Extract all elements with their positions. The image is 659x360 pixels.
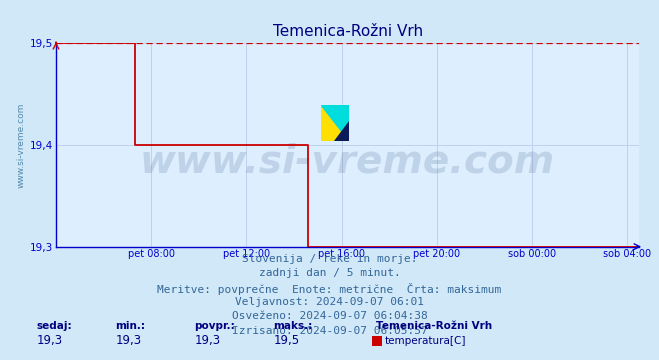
Y-axis label: www.si-vreme.com: www.si-vreme.com: [17, 102, 26, 188]
Polygon shape: [322, 105, 349, 141]
Text: 19,3: 19,3: [194, 334, 221, 347]
Text: Veljavnost: 2024-09-07 06:01: Veljavnost: 2024-09-07 06:01: [235, 297, 424, 307]
Polygon shape: [334, 121, 349, 141]
Text: Slovenija / reke in morje.: Slovenija / reke in morje.: [242, 254, 417, 264]
Text: Temenica-Rožni Vrh: Temenica-Rožni Vrh: [376, 321, 492, 332]
Title: Temenica-Rožni Vrh: Temenica-Rožni Vrh: [273, 24, 422, 39]
Text: Izrisano: 2024-09-07 06:05:57: Izrisano: 2024-09-07 06:05:57: [231, 326, 428, 336]
Text: temperatura[C]: temperatura[C]: [384, 336, 466, 346]
Text: min.:: min.:: [115, 321, 146, 332]
Text: www.si-vreme.com: www.si-vreme.com: [140, 142, 556, 180]
Text: 19,3: 19,3: [36, 334, 63, 347]
Text: sedaj:: sedaj:: [36, 321, 72, 332]
Text: 19,3: 19,3: [115, 334, 142, 347]
Text: maks.:: maks.:: [273, 321, 313, 332]
Text: zadnji dan / 5 minut.: zadnji dan / 5 minut.: [258, 268, 401, 278]
Text: Osveženo: 2024-09-07 06:04:38: Osveženo: 2024-09-07 06:04:38: [231, 311, 428, 321]
Polygon shape: [322, 105, 349, 141]
Text: Meritve: povprečne  Enote: metrične  Črta: maksimum: Meritve: povprečne Enote: metrične Črta:…: [158, 283, 501, 294]
Text: povpr.:: povpr.:: [194, 321, 235, 332]
Text: 19,5: 19,5: [273, 334, 300, 347]
